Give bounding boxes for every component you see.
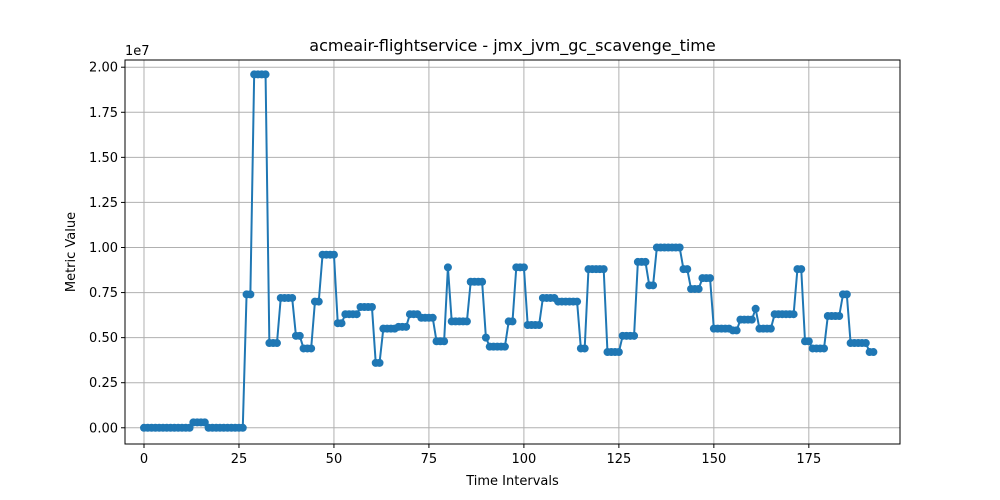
data-point: [443, 263, 452, 272]
y-tick-label: 0.75: [89, 286, 118, 301]
data-point: [694, 284, 703, 293]
data-point: [428, 313, 437, 322]
data-point: [367, 302, 376, 311]
x-tick-label: 125: [606, 452, 631, 467]
data-point: [789, 310, 798, 319]
axis-ticks: 0 25 50 75 100 125 150 175 0.00 0.25 0.50 0.75 1.00 1…: [89, 61, 821, 467]
data-point: [641, 257, 650, 266]
x-axis-label: Time Intervals: [465, 474, 559, 489]
y-tick-label: 1.50: [89, 151, 118, 166]
data-point: [478, 277, 487, 286]
x-tick-label: 150: [701, 452, 726, 467]
y-axis-label: Metric Value: [64, 212, 79, 292]
data-point: [706, 274, 715, 283]
x-tick-label: 50: [326, 452, 343, 467]
data-point: [246, 290, 255, 299]
x-tick-label: 25: [231, 452, 248, 467]
data-point: [861, 339, 870, 348]
data-point: [649, 281, 658, 290]
data-point: [352, 310, 361, 319]
data-point: [481, 333, 490, 342]
data-point: [751, 304, 760, 313]
y-tick-label: 0.25: [89, 376, 118, 391]
data-point: [375, 358, 384, 367]
x-tick-label: 100: [511, 452, 536, 467]
data-point: [842, 290, 851, 299]
x-tick-label: 175: [796, 452, 821, 467]
data-point: [820, 344, 829, 353]
data-point: [272, 339, 281, 348]
plot-frame: [124, 59, 901, 445]
data-point: [766, 324, 775, 333]
data-point: [462, 317, 471, 326]
data-point: [402, 322, 411, 331]
x-tick-label: 75: [421, 452, 438, 467]
y-offset-label: 1e7: [125, 44, 150, 59]
data-point: [835, 312, 844, 320]
data-point: [599, 265, 608, 274]
y-tick-label: 1.25: [89, 196, 118, 211]
data-point: [295, 331, 304, 340]
data-point: [869, 348, 878, 357]
data-point: [747, 315, 756, 324]
data-point: [804, 337, 813, 346]
y-tick-label: 1.75: [89, 106, 118, 121]
data-point: [500, 342, 509, 351]
y-tick-label: 1.00: [89, 241, 118, 256]
data-point: [288, 293, 297, 302]
y-tick-label: 0.50: [89, 331, 118, 346]
data-point: [329, 250, 338, 259]
data-point: [519, 263, 528, 272]
data-point: [573, 297, 582, 306]
data-point: [614, 348, 623, 357]
y-tick-label: 2.00: [89, 61, 118, 76]
data-point: [683, 265, 692, 274]
data-point: [440, 337, 449, 346]
data-point: [535, 321, 544, 330]
data-point: [314, 297, 323, 306]
data-point: [261, 70, 270, 79]
data-point: [337, 319, 346, 328]
grid: [125, 60, 900, 444]
x-tick-label: 0: [140, 452, 148, 467]
chart-title: acmeair-flightservice - jmx_jvm_gc_scave…: [309, 36, 715, 56]
data-point: [797, 265, 806, 274]
data-point: [630, 331, 639, 340]
data-point: [580, 344, 589, 353]
data-point: [238, 423, 247, 432]
data-point: [508, 317, 517, 326]
y-tick-label: 0.00: [89, 421, 118, 436]
plot-area: [125, 60, 900, 444]
data-point: [307, 344, 316, 353]
data-series: [140, 70, 878, 432]
data-point: [675, 243, 684, 252]
data-point: [732, 326, 741, 335]
